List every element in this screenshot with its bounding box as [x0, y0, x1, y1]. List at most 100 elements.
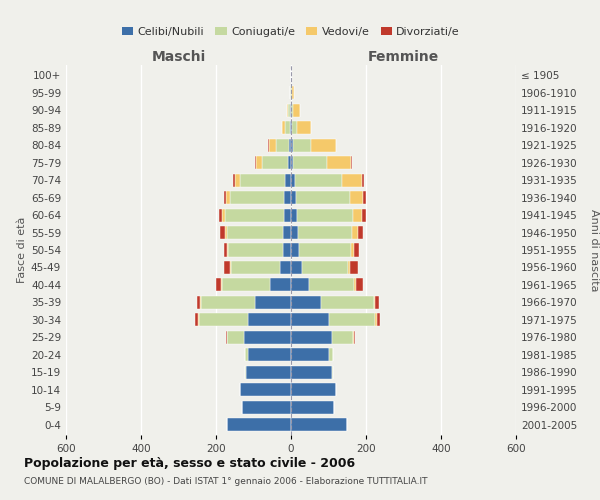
Bar	[293, 138, 311, 152]
Text: COMUNE DI MALALBERGO (BO) - Dati ISTAT 1° gennaio 2006 - Elaborazione TUTTITALIA: COMUNE DI MALALBERGO (BO) - Dati ISTAT 1…	[24, 478, 427, 486]
Bar	[362, 174, 364, 186]
Bar	[292, 86, 294, 100]
Bar	[248, 348, 291, 362]
Bar	[224, 226, 227, 239]
Bar	[226, 191, 230, 204]
Bar	[293, 104, 300, 117]
Bar	[220, 226, 224, 239]
Bar	[287, 104, 289, 117]
Bar	[220, 208, 223, 222]
Bar	[377, 314, 380, 326]
Bar	[291, 174, 295, 186]
Bar	[245, 366, 246, 378]
Bar	[354, 278, 356, 291]
Bar	[296, 191, 350, 204]
Bar	[362, 208, 366, 222]
Bar	[349, 261, 350, 274]
Bar	[356, 278, 364, 291]
Bar	[199, 314, 248, 326]
Bar	[290, 104, 291, 117]
Bar	[283, 244, 291, 256]
Bar	[276, 138, 289, 152]
Bar	[341, 174, 362, 186]
Bar	[291, 314, 329, 326]
Bar	[291, 418, 347, 431]
Bar	[290, 122, 291, 134]
Bar	[350, 191, 363, 204]
Bar	[298, 122, 311, 134]
Bar	[289, 138, 291, 152]
Bar	[229, 244, 283, 256]
Text: Femmine: Femmine	[368, 50, 439, 64]
Bar	[230, 191, 284, 204]
Bar	[363, 191, 366, 204]
Bar	[227, 330, 244, 344]
Bar	[291, 191, 296, 204]
Bar	[233, 174, 235, 186]
Bar	[291, 348, 329, 362]
Bar	[271, 278, 291, 291]
Bar	[293, 156, 326, 170]
Bar	[227, 244, 229, 256]
Bar	[230, 261, 231, 274]
Bar	[291, 330, 332, 344]
Bar	[286, 174, 291, 186]
Bar	[292, 104, 293, 117]
Bar	[332, 330, 353, 344]
Bar	[231, 261, 280, 274]
Bar	[350, 261, 358, 274]
Bar	[283, 226, 291, 239]
Bar	[291, 226, 298, 239]
Bar	[280, 261, 291, 274]
Bar	[223, 244, 227, 256]
Bar	[358, 226, 364, 239]
Y-axis label: Anni di nascita: Anni di nascita	[589, 209, 599, 291]
Bar	[286, 122, 290, 134]
Bar	[242, 400, 291, 413]
Bar	[256, 156, 262, 170]
Bar	[196, 314, 199, 326]
Text: Maschi: Maschi	[151, 50, 206, 64]
Bar	[241, 383, 291, 396]
Bar	[335, 138, 337, 152]
Bar	[291, 138, 293, 152]
Bar	[200, 296, 201, 309]
Bar	[292, 122, 298, 134]
Bar	[197, 296, 200, 309]
Bar	[244, 330, 291, 344]
Bar	[291, 244, 299, 256]
Bar	[201, 296, 256, 309]
Bar	[291, 366, 332, 378]
Bar	[288, 156, 291, 170]
Bar	[299, 244, 351, 256]
Bar	[245, 348, 248, 362]
Bar	[226, 208, 284, 222]
Bar	[351, 156, 352, 170]
Bar	[291, 383, 336, 396]
Bar	[302, 261, 349, 274]
Bar	[227, 418, 291, 431]
Bar	[321, 296, 373, 309]
Bar	[284, 208, 291, 222]
Bar	[221, 278, 271, 291]
Bar	[269, 138, 276, 152]
Text: Popolazione per età, sesso e stato civile - 2006: Popolazione per età, sesso e stato civil…	[24, 458, 355, 470]
Bar	[353, 330, 355, 344]
Bar	[329, 348, 333, 362]
Bar	[291, 278, 309, 291]
Bar	[376, 314, 377, 326]
Bar	[332, 366, 334, 378]
Bar	[262, 156, 288, 170]
Bar	[256, 296, 291, 309]
Bar	[298, 226, 352, 239]
Bar	[291, 296, 321, 309]
Legend: Celibi/Nubili, Coniugati/e, Vedovi/e, Divorziati/e: Celibi/Nubili, Coniugati/e, Vedovi/e, Di…	[118, 22, 464, 42]
Bar	[217, 278, 221, 291]
Bar	[223, 261, 230, 274]
Bar	[352, 226, 358, 239]
Y-axis label: Fasce di età: Fasce di età	[17, 217, 27, 283]
Bar	[227, 226, 283, 239]
Bar	[289, 104, 290, 117]
Bar	[291, 122, 292, 134]
Bar	[284, 191, 291, 204]
